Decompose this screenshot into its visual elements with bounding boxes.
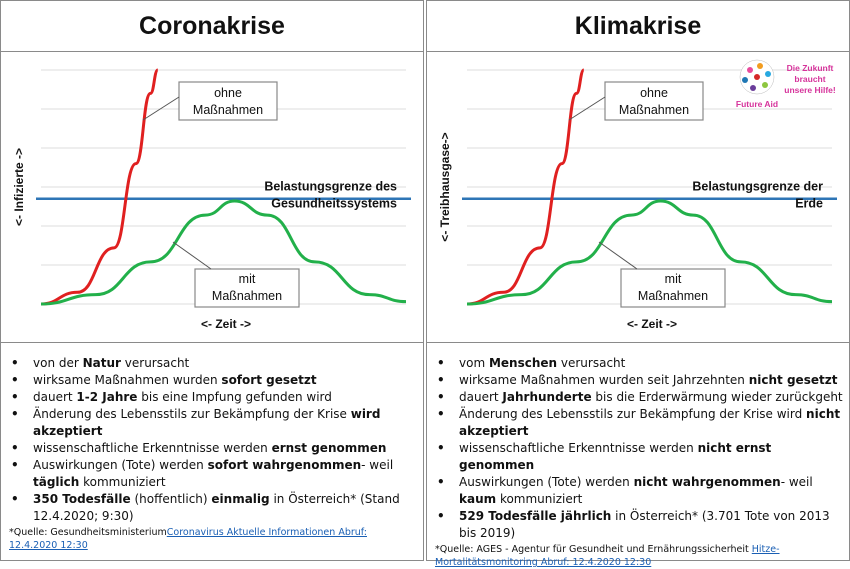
y-axis-label: <- Infizierte -> [12, 148, 26, 226]
fact-item: Änderung des Lebensstils zur Bekämpfung … [9, 406, 417, 440]
source-link[interactable]: Coronavirus Aktuelle Informationen Abruf… [9, 527, 367, 551]
panel-title: Coronakrise [1, 1, 423, 52]
fact-item: Auswirkungen (Tote) werden nicht wahrgen… [435, 474, 843, 508]
klima-chart: Belastungsgrenze der Erde ohne Maßnahmen mit… [427, 52, 849, 343]
fact-item: vom Menschen verursacht [435, 355, 843, 372]
y-axis-label: <- Treibhausgase-> [438, 132, 452, 241]
mit-label: mit Maßnahmen [212, 272, 282, 303]
source-prefix: *Quelle: Gesundheitsministerium [9, 527, 167, 538]
fact-item: wirksame Maßnahmen wurden sofort gesetzt [9, 372, 417, 389]
fact-item: wirksame Maßnahmen wurden seit Jahrzehnt… [435, 372, 843, 389]
logo-slogan: Die Zukunft braucht unsere Hilfe! [784, 63, 836, 95]
source-note: *Quelle: AGES - Agentur für Gesundheit u… [435, 543, 843, 569]
fact-item: dauert 1-2 Jahre bis eine Impfung gefund… [9, 389, 417, 406]
mit-label-box [620, 268, 726, 308]
fact-item: wissenschaftliche Erkenntnisse werden ni… [435, 440, 843, 474]
series-mit-line [466, 199, 833, 306]
corona-facts: von der Natur verursachtwirksame Maßnahm… [1, 343, 423, 560]
ohne-label-box [604, 81, 704, 121]
chart-svg: Belastungsgrenze des Gesundheitssystems oh… [12, 68, 411, 331]
chart-svg: Belastungsgrenze der Erde ohne Maßnahmen mit… [438, 68, 837, 331]
panel-title: Klimakrise [427, 1, 849, 52]
ohne-label: ohne Maßnahmen [193, 86, 263, 117]
fact-item: wissenschaftliche Erkenntnisse werden er… [9, 440, 417, 457]
mit-pointer [598, 241, 638, 270]
source-prefix: *Quelle: AGES - Agentur für Gesundheit u… [435, 544, 752, 555]
logo-name: Future Aid [735, 99, 779, 109]
klima-facts: vom Menschen verursachtwirksame Maßnahme… [427, 343, 849, 568]
x-axis-label: <- Zeit -> [201, 317, 251, 331]
fact-list: von der Natur verursachtwirksame Maßnahm… [9, 355, 417, 525]
mit-pointer [172, 241, 212, 270]
fact-item: 350 Todesfälle (hoffentlich) einmalig in… [9, 491, 417, 525]
mit-label: mit Maßnahmen [638, 272, 708, 303]
corona-chart: Belastungsgrenze des Gesundheitssystems oh… [1, 52, 423, 343]
globe-icon [739, 59, 775, 95]
corona-panel: Coronakrise Belastungsgrenze des Gesundhe… [0, 0, 424, 561]
threshold-label: Belastungsgrenze der Erde [692, 180, 823, 211]
fact-item: 529 Todesfälle jährlich in Österreich* (… [435, 508, 843, 542]
ohne-pointer [142, 96, 180, 121]
fact-item: Änderung des Lebensstils zur Bekämpfung … [435, 406, 843, 440]
ohne-label: ohne Maßnahmen [619, 86, 689, 117]
source-note: *Quelle: GesundheitsministeriumCoronavir… [9, 526, 417, 552]
mit-label-box [194, 268, 300, 308]
fact-list: vom Menschen verursachtwirksame Maßnahme… [435, 355, 843, 542]
fact-item: dauert Jahrhunderte bis die Erderwärmung… [435, 389, 843, 406]
threshold-label: Belastungsgrenze des Gesundheitssystems [264, 180, 397, 211]
future-aid-logo: Die Zukunft braucht unsere Hilfe! Future… [729, 57, 839, 117]
series-ohne-line [466, 68, 586, 306]
x-axis-label: <- Zeit -> [627, 317, 677, 331]
series-ohne-line [40, 68, 160, 306]
series-mit-line [40, 199, 407, 306]
fact-item: von der Natur verursacht [9, 355, 417, 372]
ohne-label-box [178, 81, 278, 121]
ohne-pointer [568, 96, 606, 121]
klima-panel: Klimakrise Belastungsgrenze der Erde ohne M… [426, 0, 850, 568]
fact-item: Auswirkungen (Tote) werden sofort wahrge… [9, 457, 417, 491]
